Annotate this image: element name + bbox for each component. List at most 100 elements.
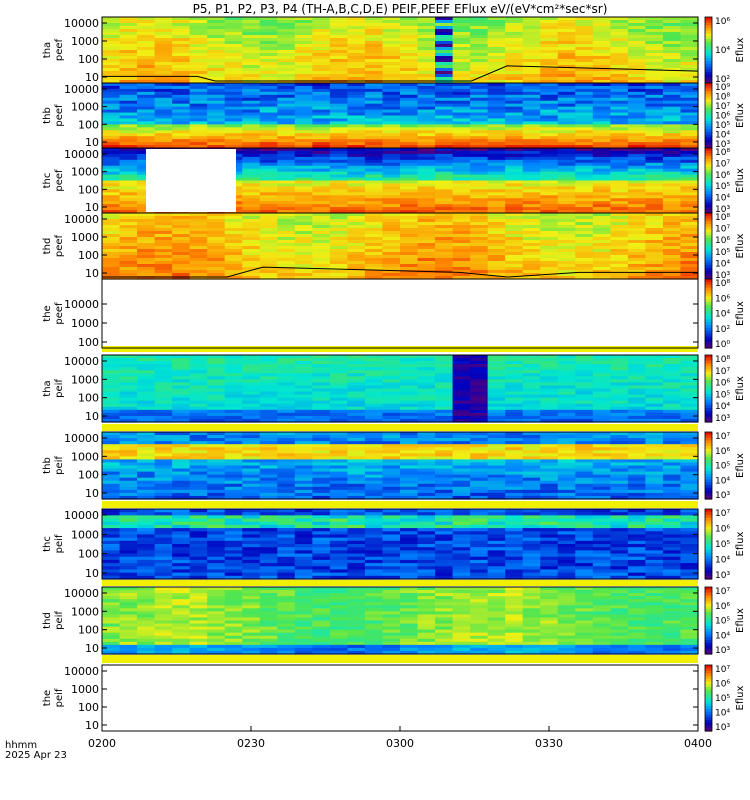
heatmap-cell <box>119 456 138 461</box>
heatmap-cell <box>277 168 296 173</box>
heatmap-cell <box>312 492 331 497</box>
heatmap-cell <box>207 391 226 396</box>
heatmap-cell <box>102 74 121 78</box>
heatmap-cell <box>557 35 576 39</box>
heatmap-cell <box>522 121 541 125</box>
heatmap-cell <box>364 255 384 259</box>
heatmap-cell <box>137 252 156 256</box>
heatmap-cell <box>610 364 629 368</box>
colorbar-step <box>705 25 712 29</box>
heatmap-cell <box>470 400 489 405</box>
heatmap-cell <box>364 447 384 451</box>
heatmap-cell <box>294 23 313 27</box>
heatmap-cell <box>505 435 524 439</box>
heatmap-cell <box>505 370 524 374</box>
heatmap-cell <box>522 201 541 205</box>
heatmap-cell <box>172 222 191 226</box>
heatmap-cell <box>312 118 331 122</box>
heatmap-cell <box>207 441 226 445</box>
heatmap-cell <box>575 255 594 259</box>
heatmap-cell <box>452 139 471 143</box>
heatmap-cell <box>645 80 664 84</box>
heatmap-cell <box>592 495 611 500</box>
heatmap-cell <box>154 474 173 479</box>
colorbar-step <box>705 237 712 242</box>
heatmap-cell <box>610 68 629 72</box>
heatmap-cell <box>172 118 191 122</box>
heatmap-cell <box>417 59 436 63</box>
heatmap-cell <box>189 415 208 420</box>
heatmap-cell <box>294 222 313 226</box>
heatmap-cell <box>364 32 384 36</box>
colorbar-step <box>705 385 712 390</box>
heatmap-cell <box>540 44 559 48</box>
heatmap-cell <box>172 394 191 399</box>
heatmap-cell <box>417 156 436 161</box>
heatmap-cell <box>189 44 208 48</box>
heatmap-cell <box>189 228 208 232</box>
heatmap-cell <box>662 255 682 259</box>
heatmap-cell <box>662 415 682 420</box>
heatmap-cell <box>329 388 349 393</box>
heatmap-cell <box>540 121 559 125</box>
heatmap-cell <box>189 547 208 551</box>
heatmap-cell <box>242 400 261 405</box>
colorbar-step <box>705 402 712 406</box>
heatmap-cell <box>487 367 506 371</box>
heatmap-cell <box>242 112 261 117</box>
heatmap-cell <box>119 198 138 202</box>
heatmap-cell <box>172 237 191 241</box>
heatmap-cell <box>505 258 524 262</box>
heatmap-cell <box>189 358 208 362</box>
heatmap-cell <box>522 20 541 24</box>
heatmap-cell <box>592 106 611 111</box>
heatmap-cell <box>154 74 173 78</box>
heatmap-cell <box>294 59 313 63</box>
heatmap-cell <box>172 77 191 81</box>
heatmap-cell <box>592 361 611 365</box>
heatmap-cell <box>400 148 419 152</box>
heatmap-cell <box>224 62 243 66</box>
heatmap-cell <box>242 225 261 229</box>
heatmap-cell <box>364 145 384 149</box>
heatmap-cell <box>400 489 419 494</box>
heatmap-cell <box>207 575 226 580</box>
heatmap-cell <box>329 121 349 125</box>
heatmap-cell <box>189 62 208 66</box>
heatmap-cell <box>592 246 611 250</box>
heatmap-cell <box>172 515 191 520</box>
heatmap-cell <box>277 50 296 54</box>
heatmap-cell <box>505 53 524 57</box>
heatmap-cell <box>452 180 471 185</box>
heatmap-cell <box>645 207 664 211</box>
heatmap-cell <box>224 456 243 461</box>
heatmap-cell <box>172 231 191 235</box>
colorbar-label: Eflux <box>735 37 746 62</box>
heatmap-cell <box>487 153 506 158</box>
heatmap-cell <box>347 121 366 125</box>
heatmap-cell <box>662 106 682 111</box>
heatmap-cell <box>487 234 506 238</box>
heatmap-cell <box>505 136 524 140</box>
heatmap-cell <box>680 47 699 51</box>
heatmap-cell <box>470 210 489 214</box>
heatmap-cell <box>540 234 559 238</box>
heatmap-cell <box>627 264 647 268</box>
heatmap-cell <box>224 400 243 405</box>
heatmap-cell <box>364 213 384 217</box>
heatmap-cell <box>417 195 436 199</box>
heatmap-cell <box>540 207 559 211</box>
heatmap-cell <box>294 391 313 396</box>
heatmap-cell <box>400 252 419 256</box>
heatmap-cell <box>382 412 401 417</box>
y-tick-label: 10000 <box>64 148 99 161</box>
heatmap-cell <box>277 139 296 143</box>
heatmap-cell <box>575 400 594 405</box>
heatmap-cell <box>102 528 121 532</box>
heatmap-cell <box>400 165 419 170</box>
heatmap-cell <box>207 97 226 102</box>
heatmap-cell <box>137 559 156 564</box>
heatmap-cell <box>277 207 296 211</box>
heatmap-cell <box>680 74 699 78</box>
heatmap-cell <box>680 267 699 271</box>
